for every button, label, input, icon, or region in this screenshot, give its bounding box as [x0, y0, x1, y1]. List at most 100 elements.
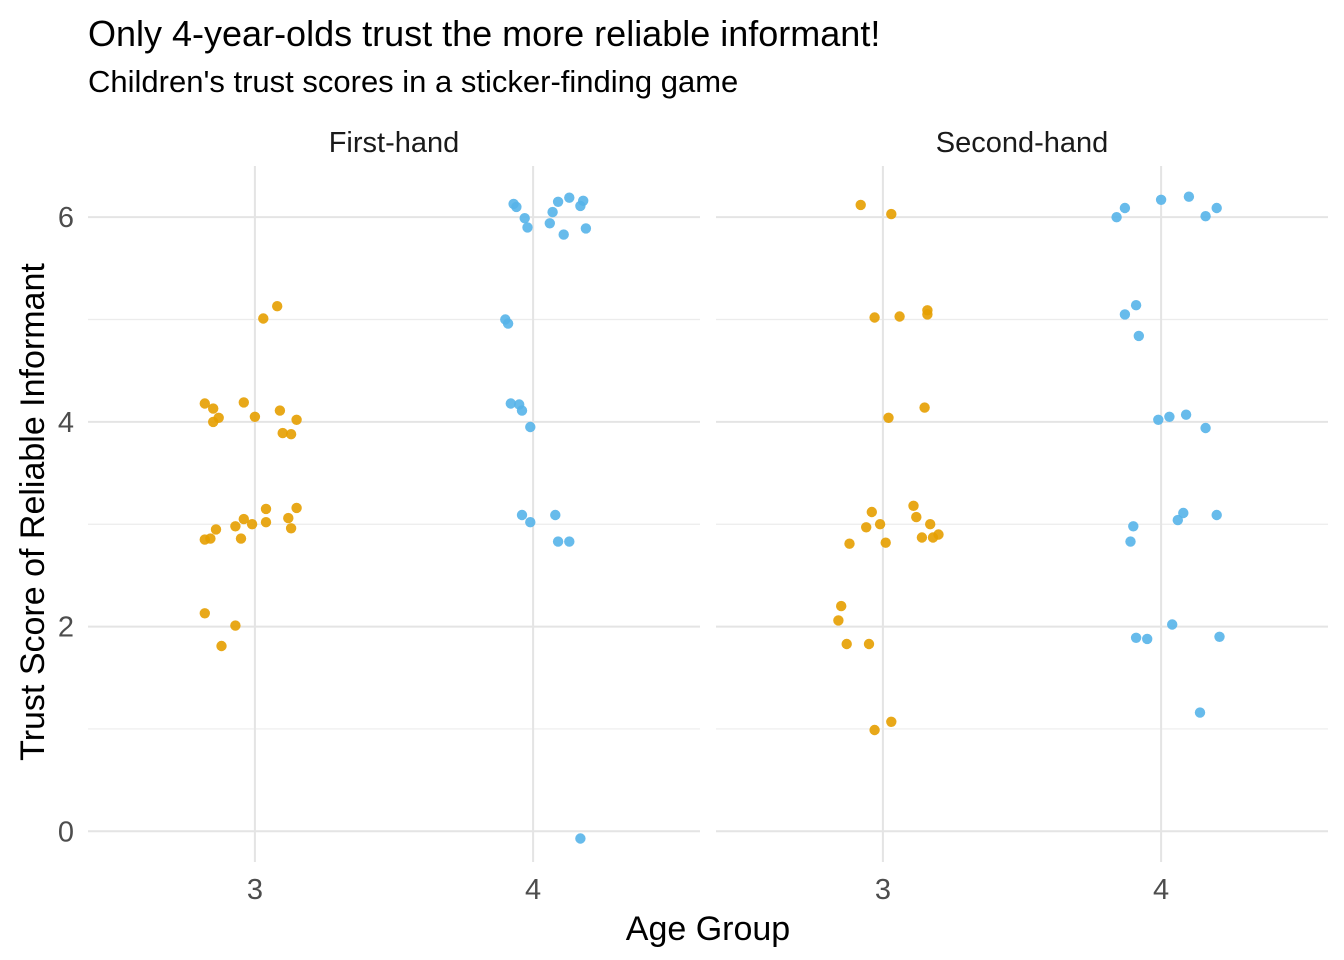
- data-point: [861, 522, 872, 533]
- data-point: [855, 199, 866, 211]
- data-point: [916, 532, 928, 543]
- x-tick-label: 4: [1153, 874, 1169, 906]
- data-point: [260, 503, 272, 515]
- data-point: [1130, 632, 1142, 643]
- data-point: [502, 318, 514, 329]
- data-point: [886, 716, 897, 727]
- data-point: [216, 640, 227, 652]
- data-point: [277, 427, 288, 439]
- x-tick-label: 4: [525, 874, 541, 906]
- data-point: [869, 724, 880, 736]
- y-tick-label: 4: [58, 407, 74, 439]
- data-point: [210, 524, 222, 535]
- data-point: [230, 521, 241, 532]
- data-point: [883, 412, 894, 423]
- data-point: [291, 414, 302, 425]
- data-point: [516, 405, 528, 416]
- data-point: [863, 638, 875, 650]
- data-point: [866, 506, 877, 518]
- x-tick-label: 3: [247, 874, 263, 906]
- data-point: [199, 398, 210, 409]
- data-point: [1172, 514, 1184, 526]
- data-point: [1214, 631, 1225, 642]
- data-point: [544, 218, 555, 229]
- data-point: [199, 608, 210, 619]
- data-point: [575, 833, 586, 844]
- data-point: [205, 533, 216, 544]
- data-point: [564, 536, 575, 547]
- data-point: [1133, 330, 1145, 342]
- chart-subtitle: Children's trust scores in a sticker-fin…: [88, 64, 738, 99]
- data-point: [933, 529, 944, 540]
- data-point: [1211, 509, 1222, 521]
- series-age-3: [199, 301, 302, 652]
- data-point: [1130, 300, 1142, 311]
- facet-panel-1: First-hand 3 4: [88, 127, 700, 906]
- data-point: [258, 313, 269, 324]
- data-point: [238, 513, 249, 525]
- data-point: [1142, 633, 1153, 645]
- x-tick-label: 3: [875, 874, 891, 906]
- data-point: [578, 195, 589, 206]
- data-point: [285, 429, 297, 440]
- data-point: [1155, 194, 1167, 205]
- data-point: [1211, 202, 1222, 214]
- data-point: [1183, 191, 1195, 202]
- data-point: [580, 223, 592, 234]
- data-point: [525, 421, 536, 433]
- data-point: [260, 517, 272, 528]
- data-point: [1128, 521, 1139, 532]
- data-point: [1167, 619, 1178, 630]
- data-point: [552, 536, 564, 547]
- data-point: [230, 620, 241, 631]
- data-point: [552, 196, 564, 207]
- data-point: [564, 192, 575, 203]
- data-point: [238, 397, 249, 408]
- data-point: [516, 509, 528, 521]
- y-tick-label: 6: [58, 202, 74, 234]
- facets-layer: First-hand 3 4 Second-hand 3 4 0 2 4 6: [58, 127, 1328, 906]
- facet-panel-2: Second-hand 3 4: [716, 127, 1328, 906]
- series-age-4: [500, 192, 592, 844]
- data-point: [1125, 536, 1136, 547]
- chart-title: Only 4-year-olds trust the more reliable…: [88, 13, 880, 54]
- series-age-4: [1111, 191, 1225, 718]
- data-point: [272, 301, 283, 312]
- data-point: [922, 309, 933, 320]
- data-point: [291, 502, 302, 514]
- data-point: [274, 405, 286, 416]
- data-point: [836, 600, 847, 612]
- data-point: [919, 402, 930, 413]
- x-axis-label: Age Group: [626, 910, 790, 948]
- data-point: [1153, 414, 1164, 425]
- data-point: [283, 512, 294, 524]
- data-point: [547, 206, 558, 218]
- data-point: [1200, 422, 1211, 434]
- data-point: [235, 533, 247, 544]
- data-point: [1200, 211, 1211, 222]
- data-point: [213, 412, 224, 423]
- data-point: [886, 208, 897, 220]
- data-point: [511, 201, 522, 213]
- data-point: [1180, 409, 1192, 420]
- data-point: [833, 615, 844, 626]
- data-point: [249, 411, 261, 422]
- data-point: [869, 312, 880, 323]
- data-point: [525, 517, 536, 528]
- facet-label: Second-hand: [936, 127, 1109, 159]
- data-point: [841, 638, 852, 650]
- series-age-3: [833, 199, 944, 736]
- data-point: [844, 538, 855, 549]
- y-axis-label: Trust Score of Reliable Informant: [14, 263, 52, 761]
- y-tick-label: 2: [58, 612, 74, 644]
- data-point: [894, 311, 905, 322]
- data-point: [1164, 411, 1175, 422]
- data-point: [911, 511, 922, 523]
- data-point: [925, 519, 936, 530]
- data-point: [522, 222, 533, 233]
- data-point: [1194, 707, 1206, 718]
- y-tick-label: 0: [58, 816, 74, 848]
- data-point: [880, 537, 891, 548]
